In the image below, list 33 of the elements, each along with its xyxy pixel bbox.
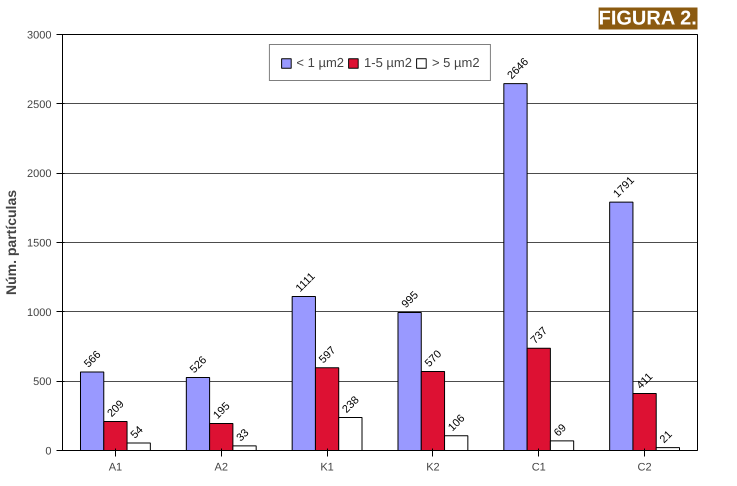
data-label: 106 [446,412,468,434]
x-tick-label: K2 [426,462,440,474]
data-label: 737 [528,324,550,346]
data-label: 526 [188,354,210,376]
x-tick-label: A2 [214,462,228,474]
chart-title: FIGURA 2. [598,8,697,30]
data-label: 238 [340,394,362,416]
y-tick-label: 1500 [27,238,52,250]
data-label: 995 [399,289,421,311]
data-label: 566 [82,348,104,370]
data-label: 597 [316,344,338,366]
data-label: 209 [105,398,127,420]
data-label: 54 [128,424,146,442]
y-tick-label: 0 [45,446,52,458]
x-tick-label: A1 [108,462,122,474]
y-axis-title: Núm. partículas [3,190,20,296]
x-tick-label: K1 [320,462,334,474]
y-tick-label: 500 [33,376,52,388]
y-tick-label: 2000 [27,168,52,180]
x-tick-label: C1 [532,462,546,474]
x-tick-label: C2 [638,462,652,474]
data-label: 411 [634,370,656,392]
data-label: 570 [422,348,444,370]
legend-label: 1-5 µm2 [364,55,412,70]
data-label: 69 [552,422,569,440]
data-label: 33 [234,426,252,444]
legend-label: > 5 µm2 [432,55,480,70]
data-label: 21 [658,428,675,446]
y-tick-label: 3000 [27,30,52,42]
y-tick-label: 2500 [27,98,52,111]
legend-label: < 1 µm2 [296,55,344,70]
data-label: 195 [211,400,233,422]
y-tick-label: 1000 [27,306,52,319]
